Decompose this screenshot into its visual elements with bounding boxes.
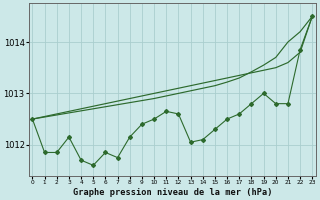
X-axis label: Graphe pression niveau de la mer (hPa): Graphe pression niveau de la mer (hPa): [73, 188, 272, 197]
